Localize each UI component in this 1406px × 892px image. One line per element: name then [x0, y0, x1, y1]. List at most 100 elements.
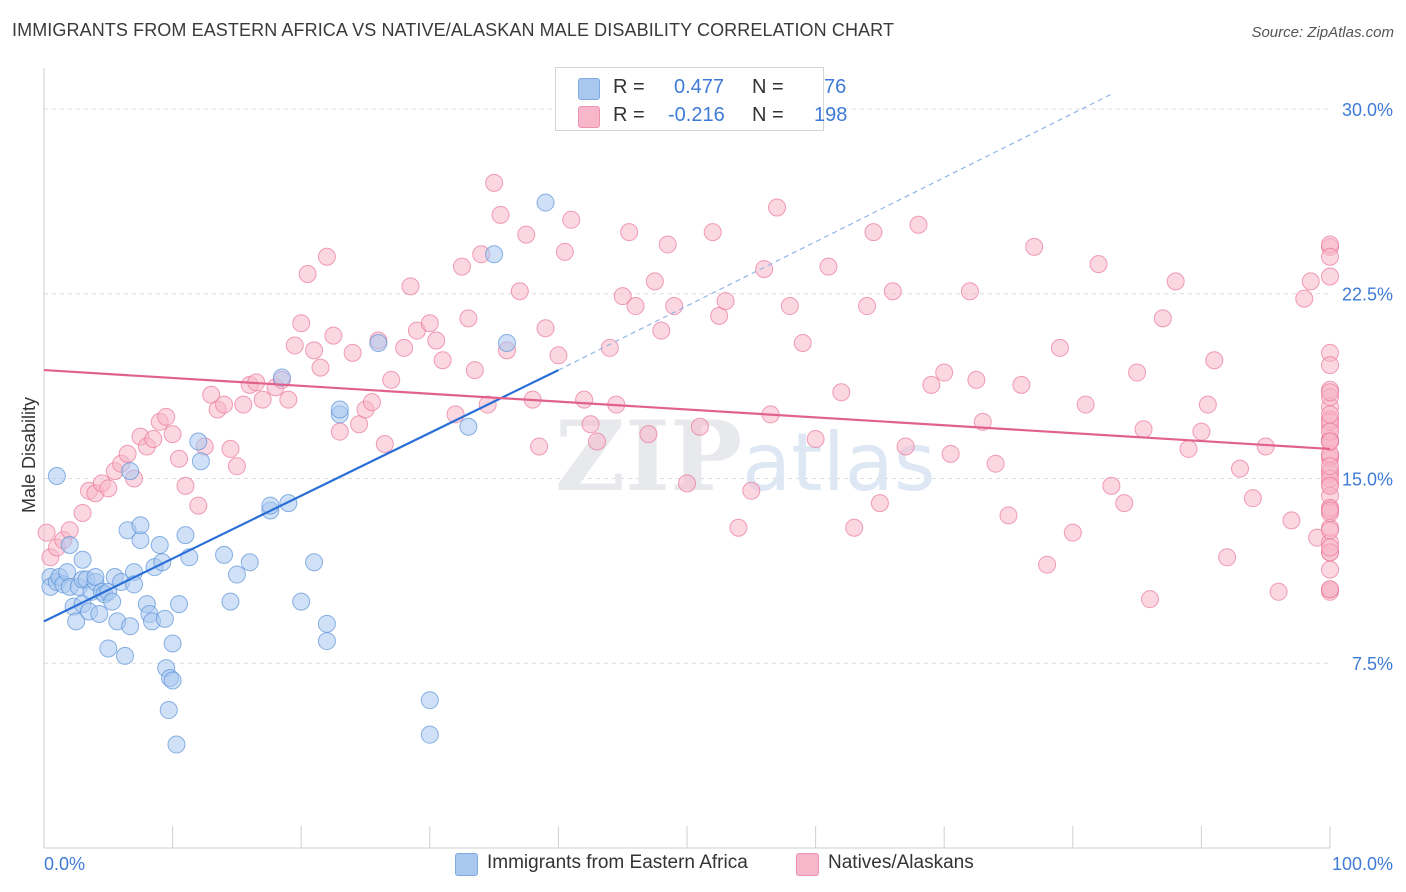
immigrants-point — [227, 565, 246, 584]
natives-point — [491, 205, 510, 224]
natives-point — [896, 437, 915, 456]
natives-point — [1321, 457, 1339, 476]
natives-point — [613, 287, 632, 306]
natives-point — [780, 297, 799, 316]
r-value-immigrants: 0.477 — [674, 76, 725, 98]
natives-point — [420, 314, 439, 333]
natives-point — [459, 309, 478, 328]
natives-point — [562, 210, 581, 229]
immigrants-point — [317, 632, 336, 651]
natives-point — [382, 370, 401, 389]
natives-point — [620, 223, 639, 242]
natives-point — [1153, 309, 1172, 328]
natives-point — [549, 346, 568, 365]
natives-point — [1321, 501, 1339, 520]
natives-point — [793, 333, 812, 352]
natives-point — [1321, 383, 1339, 402]
natives-point — [99, 479, 118, 498]
natives-swatch — [796, 853, 819, 876]
immigrants-point — [536, 193, 555, 212]
immigrants-point — [369, 333, 388, 352]
natives-point — [311, 358, 330, 377]
immigrants-point — [153, 553, 172, 572]
natives-point — [819, 257, 838, 276]
natives-point — [317, 247, 336, 266]
stats-legend: R = 0.477 N = 76 R = -0.216 N = 198 — [555, 67, 847, 131]
natives-point — [279, 390, 298, 409]
natives-point — [1198, 395, 1217, 414]
natives-point — [452, 257, 471, 276]
immigrants-point — [150, 535, 169, 554]
immigrants-point — [497, 333, 516, 352]
natives-point — [1282, 511, 1301, 530]
immigrants-point — [330, 400, 349, 419]
natives-point — [1321, 247, 1339, 266]
natives-point — [343, 343, 362, 362]
immigrants-point — [191, 452, 210, 471]
natives-point — [227, 457, 246, 476]
natives-point — [285, 336, 304, 355]
n-value-natives: 198 — [814, 104, 848, 126]
natives-point — [73, 503, 92, 522]
natives-point — [941, 444, 960, 463]
natives-point — [678, 474, 696, 493]
immigrants-point — [159, 701, 178, 720]
natives-point — [362, 393, 381, 412]
immigrants-point — [163, 634, 182, 653]
natives-point — [909, 215, 928, 234]
natives-point — [1295, 289, 1314, 308]
natives-point — [864, 223, 883, 242]
natives-swatch — [578, 106, 600, 128]
natives-trend-line — [43, 368, 1331, 451]
natives-point — [1301, 272, 1320, 291]
natives-point — [324, 326, 343, 345]
natives-point — [960, 282, 979, 301]
natives-point — [465, 361, 484, 380]
natives-point — [729, 518, 748, 537]
natives-point — [1230, 459, 1249, 478]
natives-point — [1166, 272, 1185, 291]
natives-point — [999, 506, 1018, 525]
immigrants-point — [121, 462, 140, 481]
natives-point — [1321, 580, 1339, 599]
natives-point — [665, 297, 684, 316]
y-tick-label: 15.0% — [1342, 469, 1393, 489]
natives-point — [658, 235, 677, 254]
x-tick-label: 100.0% — [1332, 854, 1393, 874]
natives-point — [1321, 521, 1339, 540]
natives-point — [1140, 590, 1159, 609]
natives-point — [1218, 548, 1237, 567]
watermark-zip: ZIP — [555, 400, 742, 513]
natives-point — [1025, 237, 1044, 256]
immigrants-point — [221, 592, 240, 611]
immigrants-point — [116, 646, 135, 665]
natives-point — [1321, 356, 1339, 375]
r-label: R = — [613, 104, 645, 126]
immigrants-point — [90, 604, 109, 623]
natives-point — [768, 198, 787, 217]
natives-point — [690, 417, 709, 436]
immigrants-point — [67, 612, 86, 631]
natives-point — [575, 390, 594, 409]
chart-title: IMMIGRANTS FROM EASTERN AFRICA VS NATIVE… — [12, 20, 895, 40]
natives-point — [1179, 439, 1198, 458]
r-value-natives: -0.216 — [668, 104, 725, 126]
immigrants-point — [99, 639, 118, 658]
natives-point — [1089, 255, 1108, 274]
y-tick-label: 30.0% — [1342, 100, 1393, 120]
n-value-immigrants: 76 — [824, 76, 847, 98]
natives-point — [1134, 420, 1153, 439]
immigrants-point — [163, 671, 182, 690]
natives-point — [1243, 489, 1262, 508]
natives-point — [144, 430, 163, 449]
natives-point — [1192, 422, 1211, 441]
natives-point — [157, 407, 176, 426]
natives-point — [587, 432, 606, 451]
natives-point — [600, 338, 619, 357]
natives-point — [1102, 476, 1121, 495]
natives-point — [298, 265, 317, 284]
immigrants-point — [305, 553, 324, 572]
natives-point — [536, 319, 555, 338]
natives-point — [221, 439, 240, 458]
natives-point — [935, 363, 954, 382]
